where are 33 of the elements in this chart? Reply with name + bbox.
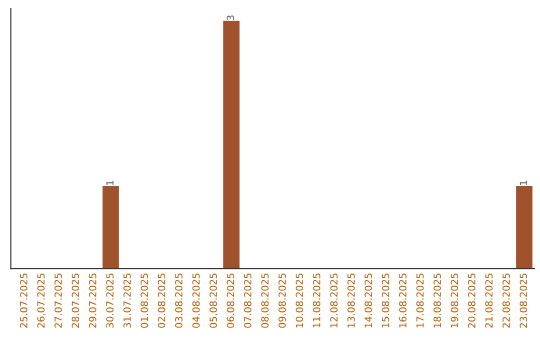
x-tick-label: 21.08.2025 xyxy=(485,274,493,328)
x-tick-label: 18.08.2025 xyxy=(434,274,441,328)
x-tick-label: 01.08.2025 xyxy=(140,274,148,328)
x-tick-label: 04.08.2025 xyxy=(192,274,200,328)
x-tick-label: 03.08.2025 xyxy=(175,274,182,328)
x-tick-label: 10.08.2025 xyxy=(296,274,304,328)
x-tick-label: 22.08.2025 xyxy=(502,274,510,328)
x-tick-label: 27.07.2025 xyxy=(54,274,62,328)
x-tick-label: 14.08.2025 xyxy=(364,274,372,328)
x-tick-label: 23.08.2025 xyxy=(520,274,528,328)
x-tick-label: 07.08.2025 xyxy=(244,274,252,328)
x-tick-label: 13.08.2025 xyxy=(347,274,355,328)
x-tick-label: 19.08.2025 xyxy=(450,274,458,328)
x-tick-label: 20.08.2025 xyxy=(468,274,476,328)
x-tick-label: 28.07.2025 xyxy=(72,274,80,328)
data-label: 1 xyxy=(520,180,527,185)
x-tick-label: 31.07.2025 xyxy=(123,274,131,328)
x-tick-label: 17.08.2025 xyxy=(416,274,424,328)
x-tick-label: 09.08.2025 xyxy=(278,274,286,328)
x-tick-label: 16.08.2025 xyxy=(399,274,406,328)
x-tick-label: 30.07.2025 xyxy=(106,274,114,328)
x-tick-label: 05.08.2025 xyxy=(210,274,217,328)
data-label: 1 xyxy=(106,180,114,185)
x-tick-label: 25.07.2025 xyxy=(20,274,28,328)
x-tick-label: 08.08.2025 xyxy=(261,274,269,328)
data-label: 3 xyxy=(226,15,234,20)
x-tick-label: 26.07.2025 xyxy=(37,274,45,328)
x-tick-label: 02.08.2025 xyxy=(158,274,166,328)
x-tick-label: 12.08.2025 xyxy=(330,274,338,328)
x-tick-label: 15.08.2025 xyxy=(382,274,390,328)
x-tick-label: 06.08.2025 xyxy=(226,274,234,328)
x-tick-label: 29.07.2025 xyxy=(88,274,96,328)
x-tick-label: 11.08.2025 xyxy=(312,274,320,328)
